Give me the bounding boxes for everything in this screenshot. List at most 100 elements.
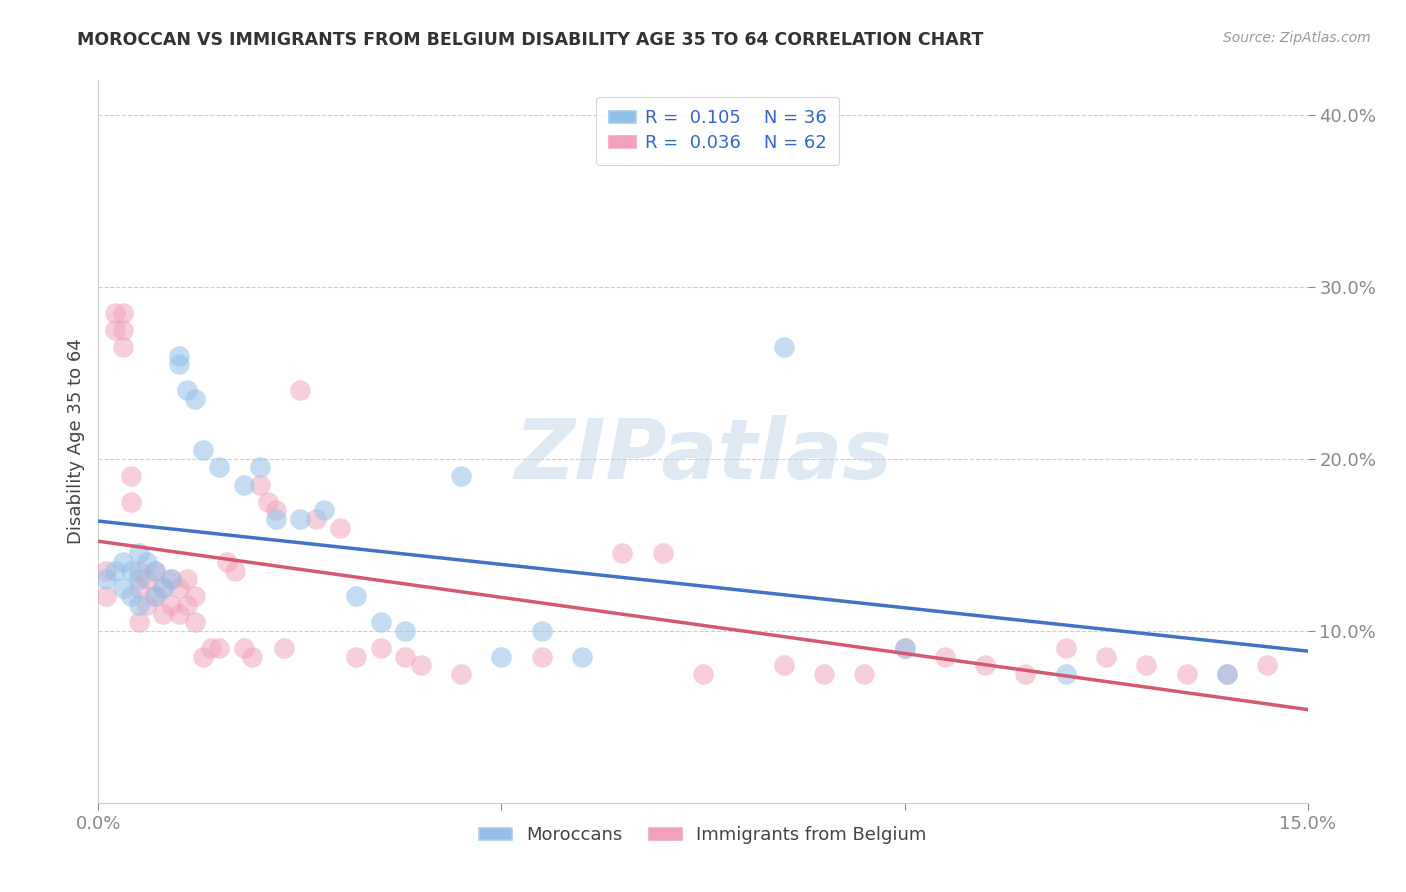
Point: [135, 598, 157, 612]
Point: [208, 640, 231, 655]
Point: [184, 615, 207, 630]
Point: [612, 546, 634, 560]
Point: [934, 649, 956, 664]
Point: [176, 383, 198, 397]
Point: [200, 640, 222, 655]
Point: [152, 581, 174, 595]
Point: [96, 572, 118, 586]
Point: [128, 581, 150, 595]
Point: [1095, 649, 1118, 664]
Point: [264, 503, 287, 517]
Legend: Moroccans, Immigrants from Belgium: Moroccans, Immigrants from Belgium: [472, 819, 934, 852]
Point: [1216, 666, 1239, 681]
Point: [143, 564, 166, 578]
Point: [314, 503, 336, 517]
Point: [135, 572, 157, 586]
Point: [160, 572, 183, 586]
Point: [193, 443, 215, 458]
Point: [344, 590, 367, 604]
Point: [329, 520, 352, 534]
Point: [491, 649, 513, 664]
Point: [120, 590, 142, 604]
Point: [111, 581, 134, 595]
Point: [893, 640, 915, 655]
Text: ZIPatlas: ZIPatlas: [515, 416, 891, 497]
Point: [160, 598, 183, 612]
Point: [370, 640, 392, 655]
Point: [143, 590, 166, 604]
Point: [651, 546, 673, 560]
Point: [128, 598, 150, 612]
Point: [772, 340, 794, 354]
Point: [176, 572, 198, 586]
Point: [264, 512, 287, 526]
Point: [1054, 666, 1077, 681]
Point: [128, 546, 150, 560]
Point: [160, 572, 183, 586]
Point: [893, 640, 915, 655]
Point: [450, 469, 472, 483]
Point: [143, 564, 166, 578]
Point: [1014, 666, 1036, 681]
Point: [135, 555, 157, 569]
Point: [96, 564, 118, 578]
Point: [288, 512, 311, 526]
Point: [120, 564, 142, 578]
Point: [1135, 658, 1157, 673]
Point: [184, 392, 207, 406]
Point: [450, 666, 472, 681]
Point: [208, 460, 231, 475]
Point: [111, 305, 134, 319]
Point: [167, 349, 190, 363]
Y-axis label: Disability Age 35 to 64: Disability Age 35 to 64: [66, 339, 84, 544]
Point: [128, 564, 150, 578]
Point: [232, 477, 254, 491]
Point: [176, 598, 198, 612]
Point: [152, 581, 174, 595]
Point: [120, 494, 142, 508]
Point: [974, 658, 997, 673]
Point: [1054, 640, 1077, 655]
Point: [167, 581, 190, 595]
Point: [103, 323, 125, 337]
Point: [530, 649, 553, 664]
Point: [193, 649, 215, 664]
Point: [128, 572, 150, 586]
Point: [344, 649, 367, 664]
Point: [143, 590, 166, 604]
Point: [128, 615, 150, 630]
Point: [1256, 658, 1278, 673]
Text: MOROCCAN VS IMMIGRANTS FROM BELGIUM DISABILITY AGE 35 TO 64 CORRELATION CHART: MOROCCAN VS IMMIGRANTS FROM BELGIUM DISA…: [77, 31, 984, 49]
Point: [111, 340, 134, 354]
Point: [288, 383, 311, 397]
Point: [1216, 666, 1239, 681]
Point: [249, 460, 271, 475]
Point: [240, 649, 263, 664]
Point: [167, 607, 190, 621]
Point: [772, 658, 794, 673]
Text: Source: ZipAtlas.com: Source: ZipAtlas.com: [1223, 31, 1371, 45]
Point: [853, 666, 876, 681]
Point: [256, 494, 278, 508]
Point: [249, 477, 271, 491]
Point: [111, 323, 134, 337]
Point: [224, 564, 246, 578]
Point: [103, 564, 125, 578]
Point: [1175, 666, 1198, 681]
Point: [305, 512, 328, 526]
Point: [813, 666, 835, 681]
Point: [692, 666, 714, 681]
Point: [394, 649, 416, 664]
Point: [394, 624, 416, 638]
Point: [530, 624, 553, 638]
Point: [571, 649, 593, 664]
Point: [152, 607, 174, 621]
Point: [96, 590, 118, 604]
Point: [370, 615, 392, 630]
Point: [232, 640, 254, 655]
Point: [167, 357, 190, 371]
Point: [103, 305, 125, 319]
Point: [273, 640, 295, 655]
Point: [184, 590, 207, 604]
Point: [120, 469, 142, 483]
